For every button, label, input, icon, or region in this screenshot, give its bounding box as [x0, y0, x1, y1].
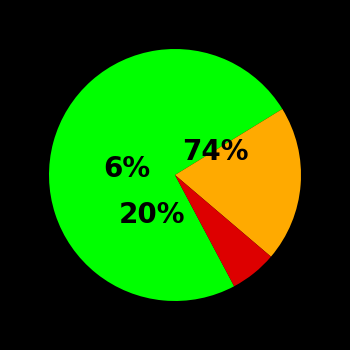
Text: 20%: 20% [119, 201, 186, 229]
Text: 6%: 6% [104, 155, 151, 183]
Wedge shape [175, 109, 301, 257]
Wedge shape [175, 175, 271, 286]
Wedge shape [49, 49, 282, 301]
Text: 74%: 74% [182, 138, 248, 166]
